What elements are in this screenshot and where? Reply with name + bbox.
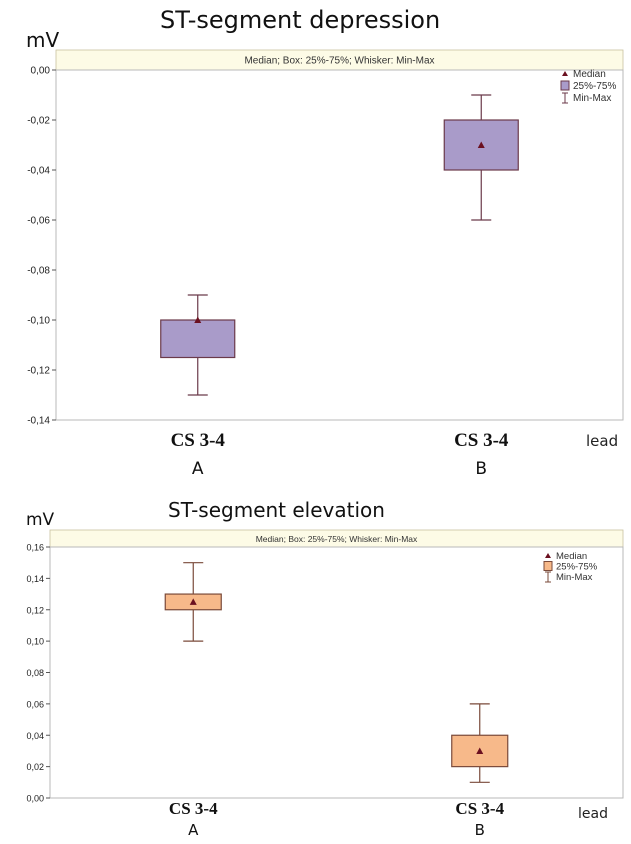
y-tick-label: 0,02 <box>26 762 44 772</box>
legend-median-symbol <box>562 71 568 76</box>
x-category-label: CS 3-4 <box>454 430 509 451</box>
chart-st-depression: ST-segment depression mV lead Median; Bo… <box>26 6 624 479</box>
y-tick-label: -0,06 <box>27 216 50 227</box>
x-axis-label: lead <box>586 432 619 450</box>
y-tick-label: -0,04 <box>27 166 50 177</box>
legend-median-label: Median <box>573 69 606 80</box>
legend-box-label: 25%-75% <box>573 81 616 92</box>
y-tick-label: -0,02 <box>27 116 50 127</box>
y-tick-label: 0,08 <box>26 668 44 678</box>
plot-area: Median; Box: 25%-75%; Whisker: Min-Max 0,… <box>26 529 624 839</box>
median-marker <box>477 141 485 148</box>
legend-box-label: 25%-75% <box>556 562 598 573</box>
y-tick-label: 0,00 <box>31 66 51 77</box>
y-tick-label: 0,06 <box>26 699 44 709</box>
legend-whisker-label: Min-Max <box>573 93 611 104</box>
y-tick-label: 0,14 <box>26 574 44 584</box>
median-marker <box>189 598 197 605</box>
legend-box-symbol <box>560 80 570 91</box>
y-tick-label: 0,12 <box>26 605 44 615</box>
x-category-label: CS 3-4 <box>169 799 218 818</box>
x-group-label: A <box>192 459 204 479</box>
x-category-label: CS 3-4 <box>171 430 226 451</box>
chart-subtitle: Median; Box: 25%-75%; Whisker: Min-Max <box>244 56 434 67</box>
x-group-label: B <box>475 459 487 479</box>
plot-frame <box>55 69 624 421</box>
y-tick-label: -0,14 <box>27 416 50 427</box>
y-tick-label: 0,16 <box>26 543 44 553</box>
chart-subtitle: Median; Box: 25%-75%; Whisker: Min-Max <box>256 534 418 544</box>
x-group-label: B <box>475 821 485 839</box>
legend-whisker-label: Min-Max <box>556 572 593 583</box>
median-marker <box>194 316 202 323</box>
chart-st-elevation: ST-segment elevation mV lead Median; Box… <box>0 490 631 844</box>
y-tick-label: -0,10 <box>27 316 50 327</box>
legend-box-symbol <box>543 561 553 571</box>
x-category-label: CS 3-4 <box>455 799 504 818</box>
plot-area: Median; Box: 25%-75%; Whisker: Min-Max 0,… <box>27 49 624 479</box>
median-marker <box>476 747 484 754</box>
y-axis-label: mV <box>26 510 55 530</box>
plot-frame <box>49 546 624 799</box>
iqr-box <box>160 319 236 359</box>
y-tick-label: -0,08 <box>27 266 50 277</box>
y-tick-label: 0,04 <box>26 731 44 741</box>
chart-title: ST-segment depression <box>160 6 441 34</box>
y-tick-label: 0,10 <box>26 637 44 647</box>
y-tick-label: 0,00 <box>26 794 44 804</box>
legend-median-symbol <box>545 553 551 558</box>
x-axis-label: lead <box>578 806 608 822</box>
y-tick-label: -0,12 <box>27 366 50 377</box>
legend-median-label: Median <box>556 551 587 562</box>
x-group-label: A <box>188 821 199 839</box>
chart-title: ST-segment elevation <box>168 498 385 522</box>
y-axis-label: mV <box>26 28 60 52</box>
